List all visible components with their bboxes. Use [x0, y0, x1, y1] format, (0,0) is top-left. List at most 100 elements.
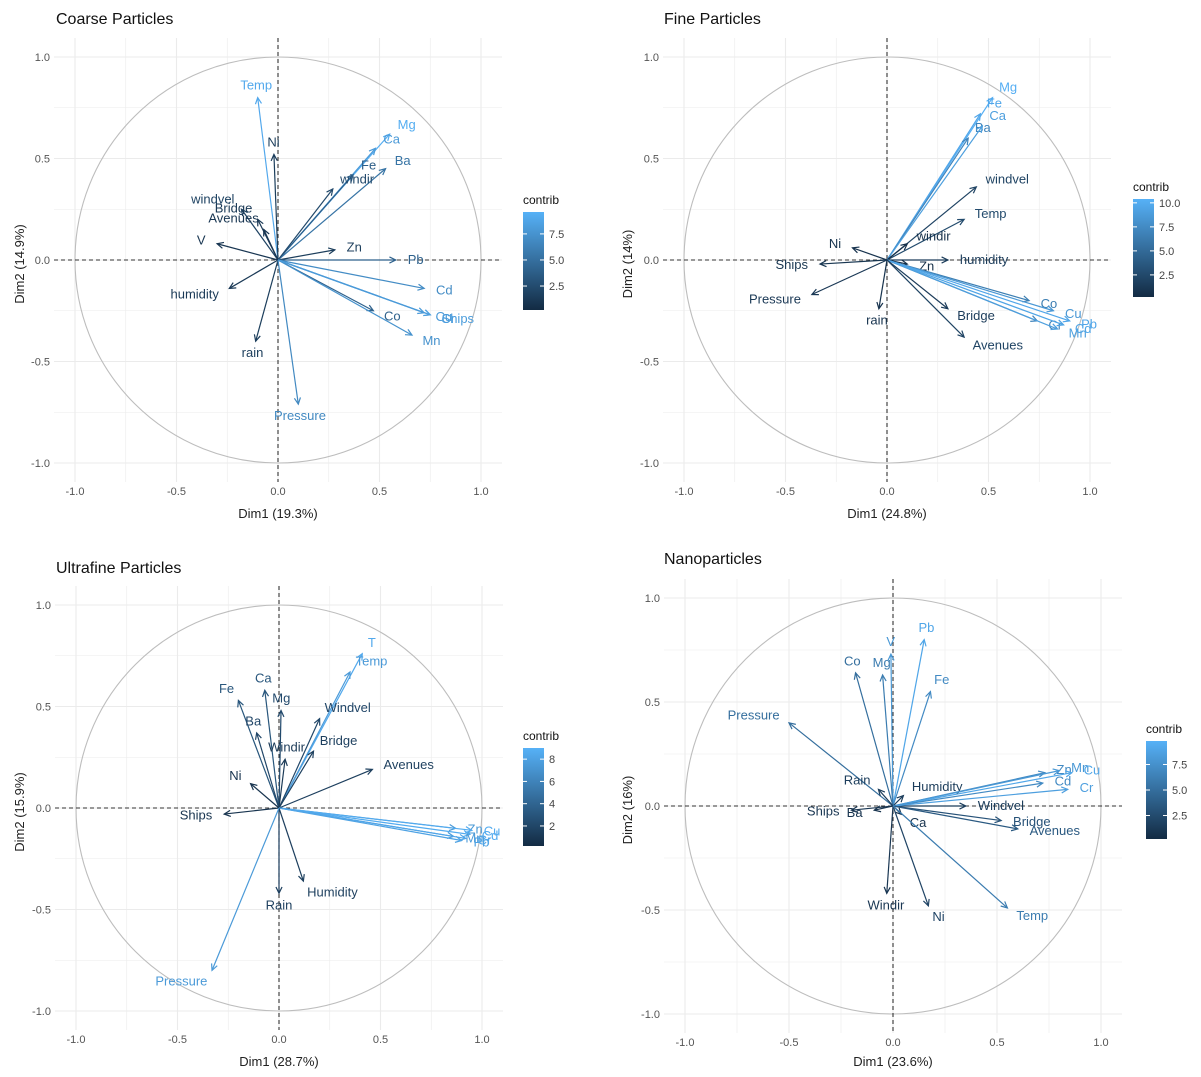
x-tick-label: -1.0	[676, 1037, 695, 1049]
x-tick-label: 0.5	[981, 486, 996, 498]
x-tick-label: -1.0	[67, 1034, 86, 1046]
arrowhead-ba	[378, 167, 387, 176]
arrowhead-cd	[462, 830, 472, 838]
arrow-pressure	[788, 722, 894, 807]
x-tick-label: 1.0	[474, 1034, 489, 1046]
variable-label-windir: Windir	[867, 897, 905, 912]
variable-label-pressure: Pressure	[155, 973, 207, 988]
arrow-temp	[886, 218, 965, 261]
variable-label-avenues: Avenues	[383, 757, 434, 772]
arrowhead-ships	[818, 260, 827, 268]
arrow-cr	[892, 788, 1068, 807]
variable-label-windvel: windvel	[190, 192, 234, 207]
x-tick-label: -0.5	[167, 486, 186, 498]
arrowhead-avenues	[1010, 824, 1020, 832]
arrowhead-cd	[1056, 319, 1065, 327]
arrow-temp	[257, 97, 279, 261]
arrowhead-cr	[458, 833, 468, 842]
x-tick-label: -0.5	[776, 486, 795, 498]
arrowhead-pb	[919, 638, 927, 647]
variable-label-mg: Mg	[398, 117, 416, 132]
legend-colorbar	[523, 212, 544, 310]
arrow-ni	[250, 783, 280, 809]
y-tick-label: 1.0	[644, 52, 659, 64]
variable-label-avenues: Avenues	[973, 338, 1024, 353]
variable-label-cr: Cr	[478, 832, 492, 847]
variable-arrows: MgFeBaCawindvelTempNiwindirhumidityShips…	[749, 80, 1097, 353]
x-tick-label: 0.0	[885, 1037, 900, 1049]
variable-label-bridge: Bridge	[215, 201, 253, 216]
arrowhead-ships	[222, 809, 231, 817]
arrow-mn	[886, 259, 1058, 330]
variable-label-cu: Cu	[1084, 763, 1101, 778]
arrowhead-ca	[894, 807, 903, 816]
arrow-pb	[886, 259, 1070, 322]
legend-tick-label: 5.0	[1172, 785, 1187, 797]
panel-4: -1.0 -0.5 0.0 0.5 1.0 -1.0 -0.5 0.0 0.5 1.0 Dim1 (…	[620, 551, 1187, 1069]
variable-label-humidity: Humidity	[912, 779, 963, 794]
arrowhead-mg	[382, 133, 391, 142]
arrow-v	[890, 654, 894, 807]
contrib-legend: contrib 2 4 6 8	[523, 729, 559, 846]
arrow-ships	[819, 259, 888, 265]
legend-title: contrib	[523, 193, 559, 207]
arrowhead-co	[853, 671, 861, 680]
arrowhead-mn	[1050, 323, 1059, 331]
arrow-cu	[277, 259, 425, 314]
arrow-cr	[278, 807, 466, 840]
variable-label-windir: windir	[916, 228, 952, 243]
arrowhead-humidity	[896, 794, 905, 803]
panel-3: -1.0 -0.5 0.0 0.5 1.0 -1.0 -0.5 0.0 0.5 1.0 Dim1 (…	[12, 560, 559, 1069]
variable-label-cr: Cr	[442, 311, 456, 326]
x-tick-label: 0.5	[372, 486, 387, 498]
variable-label-fe: Fe	[934, 672, 949, 687]
legend-tick-label: 2.5	[1159, 270, 1174, 282]
variable-label-ni: Ni	[829, 236, 841, 251]
y-tick-label: -0.5	[32, 905, 51, 917]
arrowhead-humidity	[298, 874, 305, 883]
arrow-cu	[892, 772, 1072, 807]
arrow-mg	[278, 710, 282, 809]
arrow-cd	[892, 782, 1043, 807]
arrowhead-mn	[404, 329, 414, 336]
arrowhead-cd	[1035, 780, 1045, 788]
arrowhead-ni	[922, 898, 930, 908]
arrowhead-zn	[327, 247, 337, 255]
variable-label-cu: Cu	[435, 309, 452, 324]
variable-label-pb: Pb	[918, 620, 934, 635]
variable-arrows: Pb V Mg Co Fe Pressure Rain Humidity Ships Ba Wind…	[728, 620, 1101, 924]
variable-label-ships: Ships	[180, 807, 213, 822]
x-axis-title: Dim1 (23.6%)	[853, 1054, 932, 1069]
arrow-windvel	[240, 208, 279, 261]
arrow-fe	[237, 700, 280, 809]
variable-label-mn: Mn	[465, 830, 483, 845]
arrowhead-avenues	[263, 228, 270, 237]
arrowhead-temp	[957, 218, 966, 226]
variable-label-v: V	[197, 233, 206, 248]
contrib-legend: contrib 2.5 5.0 7.5	[523, 193, 564, 310]
y-tick-label: 0.5	[36, 702, 51, 714]
arrowhead-fe	[974, 112, 982, 121]
variable-label-zn: Zn	[468, 822, 483, 837]
x-axis-title: Dim1 (19.3%)	[238, 506, 317, 521]
variable-label-avenues: Avenues	[208, 211, 259, 226]
x-tick-label: -0.5	[780, 1037, 799, 1049]
arrow-rain	[255, 259, 279, 342]
arrowhead-t	[356, 652, 363, 661]
arrow-windir	[886, 805, 894, 894]
x-tick-label: 0.0	[271, 1034, 286, 1046]
variable-label-cd: Cd	[482, 828, 499, 843]
variable-label-mn: Mn	[1069, 326, 1087, 341]
y-tick-label: 0.5	[35, 154, 50, 166]
legend-colorbar	[523, 748, 544, 846]
variable-label-bridge: Bridge	[957, 308, 995, 323]
variable-label-windir: Windir	[268, 739, 306, 754]
arrow-cd	[278, 807, 470, 835]
arrow-ni	[892, 805, 929, 907]
arrowhead-temp	[1000, 901, 1009, 909]
arrowhead-mn	[1052, 768, 1061, 776]
variable-label-pressure: Pressure	[274, 408, 326, 423]
arrowhead-mg	[986, 96, 994, 105]
arrowhead-temp	[254, 96, 263, 105]
